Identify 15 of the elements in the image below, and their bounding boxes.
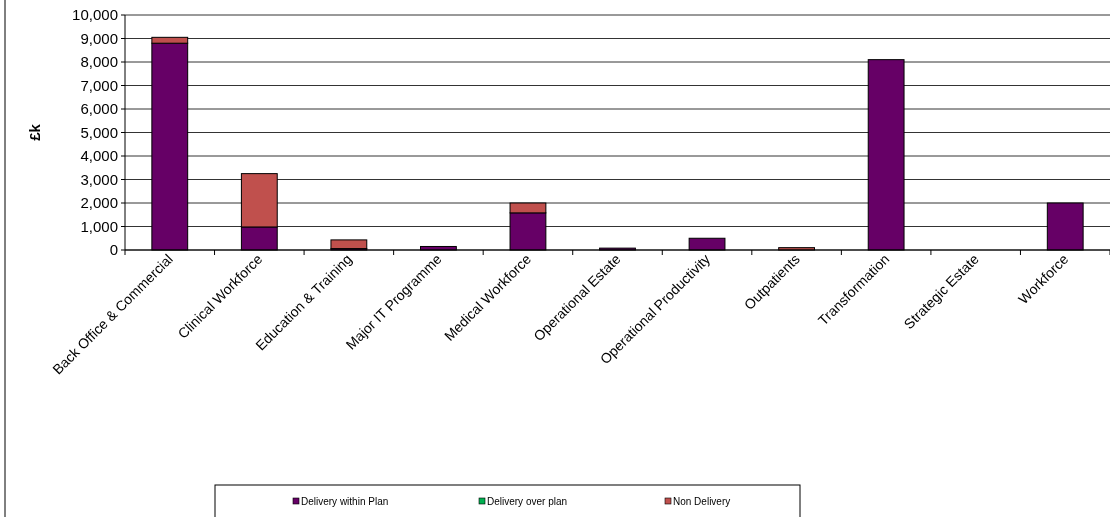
y-tick-label: 7,000 [80, 76, 118, 94]
y-tick-label: 3,000 [80, 170, 118, 188]
y-tick-label: 4,000 [80, 147, 118, 165]
y-tick-label: 1,000 [80, 217, 118, 235]
y-tick-label: 2,000 [80, 194, 118, 212]
y-tick-label: 5,000 [80, 123, 118, 141]
y-axis-title: £k [26, 123, 43, 141]
y-tick-label: 0 [109, 241, 118, 259]
legend-label: Delivery within Plan [301, 495, 389, 507]
y-tick-label: 9,000 [80, 29, 118, 47]
y-tick-label: 6,000 [80, 100, 118, 118]
legend-label: Delivery over plan [487, 495, 568, 507]
y-tick-label: 8,000 [80, 53, 118, 71]
legend-label: Non Delivery [673, 495, 731, 507]
y-tick-label: 10,000 [72, 6, 118, 24]
